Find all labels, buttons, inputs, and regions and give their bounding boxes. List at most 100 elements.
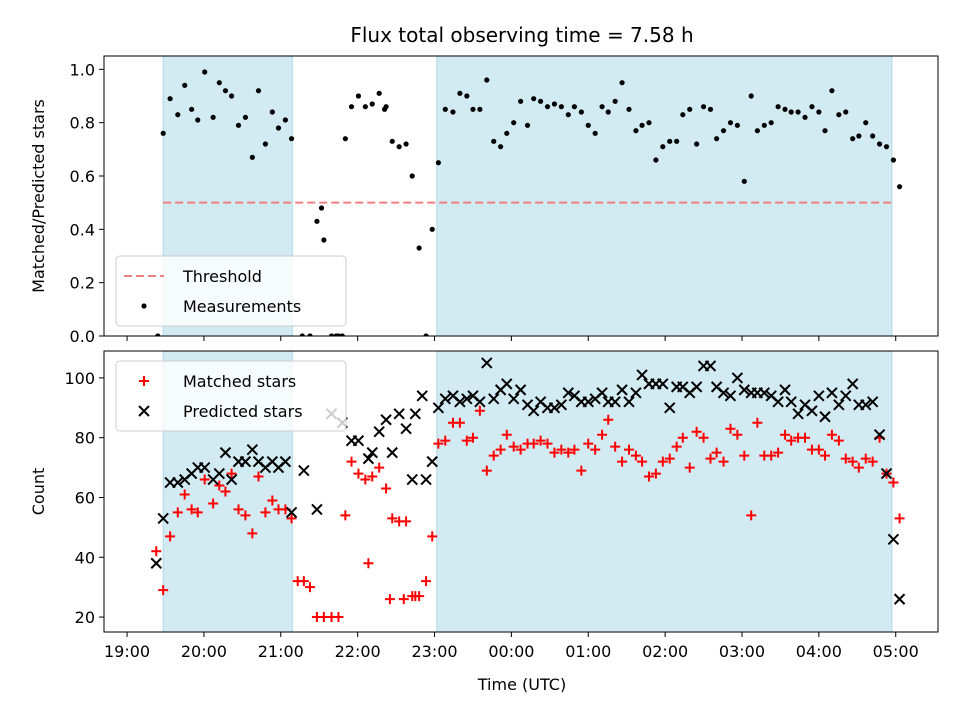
data-point — [714, 136, 720, 142]
data-point — [366, 446, 378, 459]
y-tick-label: 100 — [64, 369, 95, 388]
data-point — [700, 104, 707, 110]
data-point — [426, 455, 438, 468]
data-point — [160, 130, 166, 136]
data-point — [836, 112, 842, 118]
data-point — [439, 393, 451, 405]
data-point — [748, 93, 754, 99]
data-point — [383, 104, 389, 110]
data-point — [495, 444, 506, 455]
data-point — [599, 104, 605, 110]
y-tick-label: 0.4 — [70, 220, 95, 239]
data-point — [741, 178, 747, 184]
data-point — [887, 533, 900, 546]
data-point — [328, 333, 335, 336]
data-point — [467, 432, 478, 443]
data-point — [386, 446, 398, 459]
data-point — [450, 109, 456, 115]
data-point — [249, 154, 255, 160]
data-point — [616, 384, 628, 396]
x-tick-label: 19:00 — [104, 642, 150, 661]
data-point — [636, 369, 648, 381]
data-point — [690, 381, 703, 393]
data-point — [775, 104, 781, 110]
shaded-interval — [436, 56, 892, 336]
data-point — [563, 447, 574, 458]
data-point — [888, 477, 899, 488]
data-point — [896, 184, 903, 190]
data-point — [363, 558, 374, 569]
data-point — [813, 390, 825, 402]
data-point — [562, 387, 574, 399]
data-point — [369, 101, 375, 107]
data-point — [727, 120, 734, 126]
data-point — [285, 506, 298, 519]
data-point — [260, 507, 271, 518]
x-tick-label: 00:00 — [488, 642, 534, 661]
data-point — [192, 507, 203, 518]
data-point — [792, 408, 804, 420]
data-point — [785, 396, 797, 408]
data-point — [253, 471, 264, 482]
x-tick-label: 05:00 — [873, 642, 919, 661]
data-point — [470, 106, 476, 112]
data-point — [157, 512, 169, 525]
data-point — [542, 438, 553, 449]
data-point — [633, 128, 639, 134]
data-point — [398, 594, 409, 605]
data-point — [809, 104, 815, 110]
data-point — [481, 357, 493, 369]
data-point — [282, 117, 289, 123]
data-point — [768, 120, 774, 126]
legend-label: Predicted stars — [183, 402, 303, 421]
y-axis-label: Matched/Predicted stars — [29, 99, 48, 293]
data-point — [373, 426, 385, 438]
data-point — [198, 461, 211, 474]
data-point — [474, 396, 486, 408]
data-point — [732, 429, 743, 440]
data-point — [786, 435, 797, 446]
data-point — [481, 465, 492, 476]
data-point — [725, 423, 736, 434]
data-point — [704, 360, 717, 372]
data-point — [340, 510, 351, 521]
data-point — [339, 333, 345, 336]
data-point — [199, 474, 210, 485]
y-tick-label: 0.2 — [70, 274, 95, 293]
legend-box — [115, 255, 347, 327]
data-point — [565, 112, 571, 118]
data-point — [189, 106, 195, 112]
data-point — [400, 423, 412, 435]
data-point — [883, 144, 890, 150]
data-point — [684, 462, 695, 473]
data-point — [484, 77, 490, 83]
data-point — [761, 122, 767, 128]
data-point — [432, 402, 445, 414]
data-point — [893, 593, 906, 605]
data-point — [219, 446, 232, 459]
legend: Threshold Measurements — [115, 255, 347, 327]
data-point — [698, 432, 709, 443]
data-point — [657, 456, 668, 467]
data-point — [421, 576, 432, 587]
data-point — [639, 122, 645, 128]
data-point — [514, 384, 527, 396]
data-point — [208, 498, 219, 509]
data-point — [619, 80, 625, 86]
data-point — [202, 69, 208, 75]
x-tick-label: 04:00 — [796, 642, 842, 661]
data-point — [806, 405, 818, 417]
data-point — [548, 402, 561, 414]
data-point — [813, 444, 824, 455]
data-point — [867, 456, 878, 467]
data-point — [454, 417, 465, 428]
data-point — [738, 384, 751, 396]
data-point — [779, 384, 791, 396]
data-point — [758, 387, 770, 399]
data-point — [766, 450, 777, 461]
data-point — [596, 387, 608, 399]
data-point — [440, 435, 451, 446]
data-point — [239, 455, 252, 468]
data-point — [707, 106, 714, 112]
